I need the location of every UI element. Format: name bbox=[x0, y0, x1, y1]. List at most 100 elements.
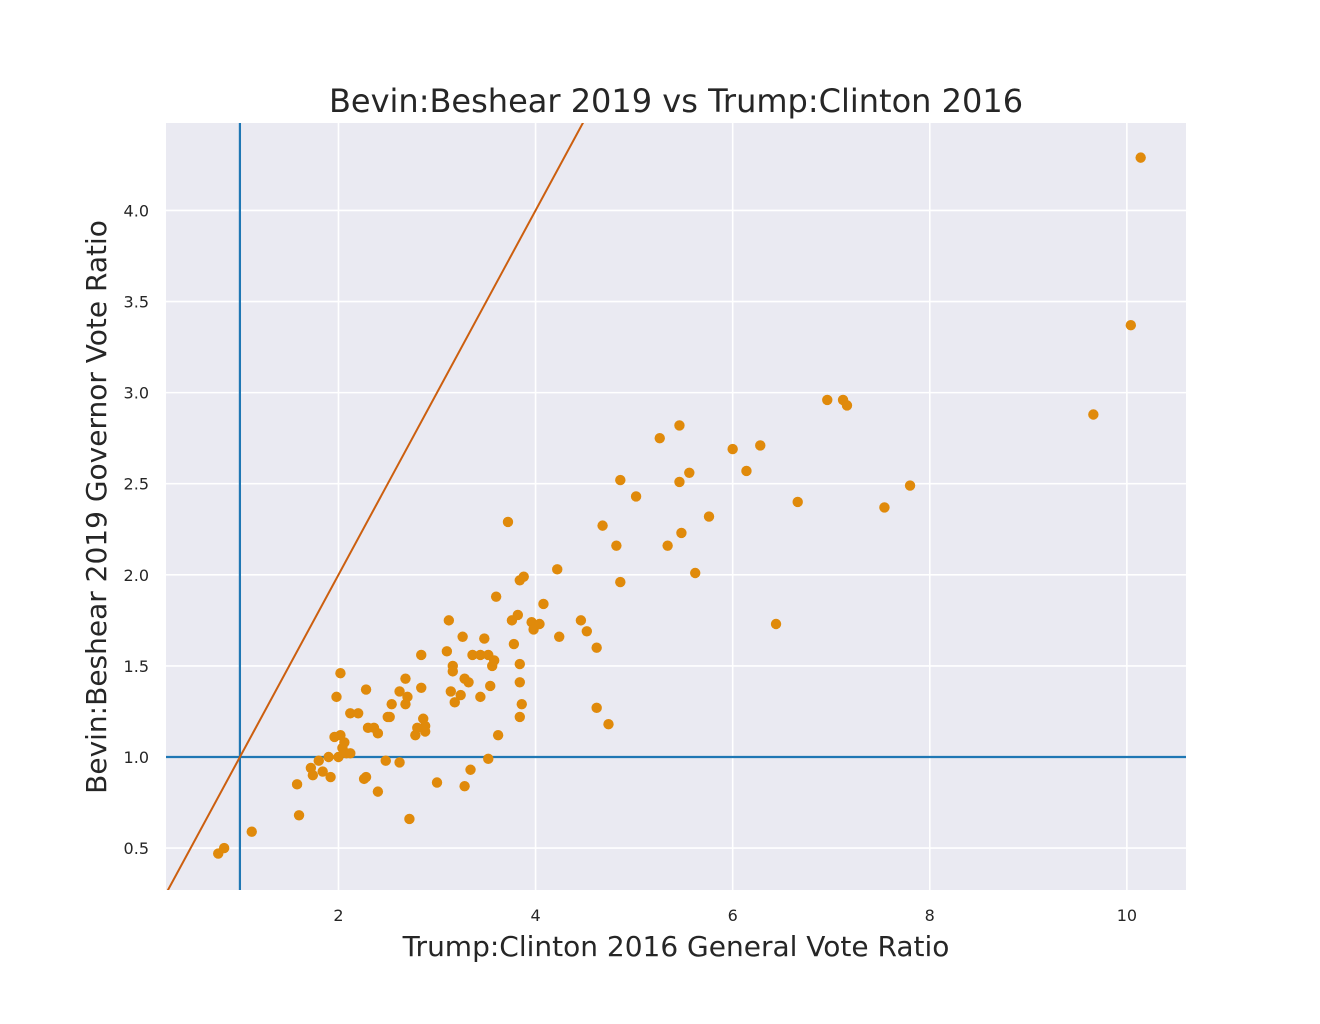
data-point bbox=[412, 722, 423, 734]
data-point bbox=[475, 649, 486, 661]
y-axis-label: Bevin:Beshear 2019 Governor Vote Ratio bbox=[80, 220, 113, 794]
data-point bbox=[575, 615, 587, 626]
data-point bbox=[386, 698, 397, 710]
x-tick-label: 6 bbox=[728, 906, 738, 925]
y-tick-label: 1.5 bbox=[124, 657, 149, 676]
data-point bbox=[727, 443, 738, 455]
data-point bbox=[516, 698, 527, 710]
data-point bbox=[394, 757, 405, 768]
y-tick-label: 2.0 bbox=[124, 566, 149, 585]
data-point bbox=[1135, 152, 1146, 163]
data-point bbox=[615, 474, 626, 486]
data-point bbox=[455, 689, 466, 701]
data-point bbox=[402, 691, 413, 703]
x-axis-label: Trump:Clinton 2016 General Vote Ratio bbox=[402, 930, 950, 963]
data-point bbox=[492, 729, 504, 741]
data-point bbox=[770, 618, 782, 630]
data-point bbox=[441, 646, 453, 657]
data-point bbox=[755, 440, 766, 451]
data-point bbox=[313, 755, 324, 766]
data-point bbox=[372, 786, 384, 797]
data-point bbox=[333, 751, 344, 763]
data-point bbox=[514, 711, 525, 723]
plot-background bbox=[166, 123, 1186, 890]
y-tick-label: 3.5 bbox=[124, 293, 149, 312]
data-point bbox=[502, 516, 514, 528]
data-point bbox=[293, 810, 305, 821]
data-point bbox=[394, 686, 405, 697]
data-point bbox=[518, 571, 529, 582]
data-point bbox=[904, 480, 916, 491]
data-point bbox=[459, 780, 470, 792]
data-point bbox=[603, 719, 614, 730]
data-point bbox=[416, 682, 427, 693]
data-point bbox=[404, 813, 415, 825]
data-point bbox=[325, 771, 336, 783]
data-point bbox=[538, 598, 549, 610]
data-point bbox=[431, 777, 443, 788]
data-point bbox=[597, 520, 608, 531]
data-point bbox=[384, 711, 395, 723]
data-point bbox=[360, 771, 372, 783]
data-point bbox=[1088, 409, 1099, 420]
y-tick-label: 1.0 bbox=[124, 748, 149, 767]
data-point bbox=[449, 697, 460, 708]
data-point bbox=[792, 496, 803, 508]
data-point bbox=[822, 394, 833, 406]
data-point bbox=[879, 502, 890, 513]
y-tick-label: 0.5 bbox=[124, 839, 149, 858]
data-point bbox=[485, 680, 496, 692]
data-point bbox=[331, 691, 342, 703]
x-tick-label: 8 bbox=[925, 906, 935, 925]
data-point bbox=[611, 540, 622, 551]
data-point bbox=[615, 576, 626, 588]
data-point bbox=[512, 609, 524, 621]
data-point bbox=[591, 642, 602, 653]
data-point bbox=[307, 770, 319, 781]
data-point bbox=[445, 686, 457, 697]
data-point bbox=[457, 631, 468, 642]
data-point bbox=[479, 633, 490, 644]
data-point bbox=[514, 677, 525, 688]
data-point bbox=[246, 826, 257, 837]
data-point bbox=[443, 615, 455, 626]
x-tick-label: 10 bbox=[1117, 906, 1137, 925]
data-point bbox=[317, 766, 328, 777]
chart-title: Bevin:Beshear 2019 vs Trump:Clinton 2016 bbox=[329, 82, 1023, 120]
data-point bbox=[447, 666, 458, 677]
data-point bbox=[703, 511, 715, 522]
y-tick-label: 4.0 bbox=[124, 201, 149, 220]
data-point bbox=[352, 708, 364, 719]
data-point bbox=[339, 737, 350, 748]
data-point bbox=[674, 420, 685, 431]
data-point bbox=[360, 684, 372, 695]
data-point bbox=[475, 691, 486, 703]
data-point bbox=[554, 631, 565, 642]
data-point bbox=[291, 779, 303, 790]
data-point bbox=[488, 655, 500, 666]
diagonal-reference-line bbox=[166, 123, 585, 890]
y-tick-label: 2.5 bbox=[124, 475, 149, 494]
data-point bbox=[552, 564, 563, 575]
data-point bbox=[581, 626, 593, 637]
data-point bbox=[467, 649, 478, 661]
data-point bbox=[345, 748, 356, 759]
data-point bbox=[345, 708, 356, 719]
data-point bbox=[508, 638, 520, 650]
data-point bbox=[514, 658, 525, 670]
data-point bbox=[416, 649, 427, 661]
data-point bbox=[419, 720, 431, 732]
data-point bbox=[591, 702, 602, 714]
data-point bbox=[684, 467, 695, 478]
x-tick-label: 2 bbox=[333, 906, 343, 925]
data-point bbox=[690, 567, 701, 579]
x-tick-label: 4 bbox=[530, 906, 540, 925]
data-point bbox=[323, 751, 334, 763]
data-point bbox=[465, 764, 476, 775]
data-point bbox=[335, 667, 346, 679]
y-tick-label: 3.0 bbox=[124, 384, 149, 403]
data-point bbox=[218, 842, 230, 854]
tick-labels: 2 4 6 8 10 0.5 1.0 1.5 2.0 2.5 3.0 3.5 4.0 bbox=[124, 201, 1138, 925]
data-point bbox=[674, 476, 685, 488]
data-point bbox=[662, 540, 673, 551]
